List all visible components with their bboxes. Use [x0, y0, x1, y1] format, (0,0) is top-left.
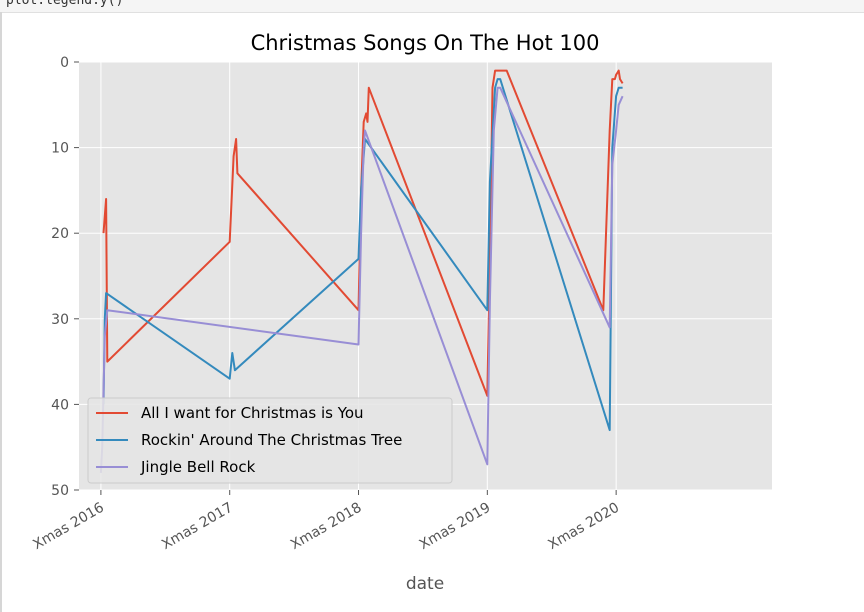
x-tick-label: Xmas 2016: [30, 500, 107, 553]
y-tick-label: 0: [60, 55, 69, 71]
series-line-3: [99, 86, 624, 473]
legend: All I want for Christmas is You Rockin' A…: [87, 397, 453, 484]
series-line-1: [102, 69, 624, 397]
y-tick-label: 40: [51, 397, 69, 413]
x-tick-label: Xmas 2017: [159, 500, 236, 553]
legend-label: Rockin' Around The Christmas Tree: [141, 431, 402, 449]
series-line-2: [102, 78, 623, 432]
notebook-cell-border: [0, 12, 2, 612]
x-axis: Xmas 2016 Xmas 2017 Xmas 2018 Xmas 2019 Xmas…: [30, 490, 622, 553]
code-fragment: plot.legend.y(): [6, 0, 124, 8]
x-tick-label: Xmas 2020: [546, 500, 623, 553]
y-tick-label: 10: [51, 141, 69, 157]
y-tick-label: 20: [51, 226, 69, 242]
series-lines: [99, 69, 624, 473]
chart-title: Christmas Songs On The Hot 100: [251, 31, 600, 55]
notebook-code-cell: plot.legend.y(): [0, 0, 864, 13]
x-axis-label: date: [406, 574, 444, 594]
x-tick-label: Xmas 2019: [417, 500, 494, 553]
legend-label: Jingle Bell Rock: [140, 458, 256, 476]
legend-label: All I want for Christmas is You: [141, 404, 364, 422]
y-axis: 0 10 20 30 40 50: [51, 55, 79, 499]
y-tick-label: 50: [51, 483, 69, 499]
y-tick-label: 30: [51, 312, 69, 328]
legend-box: [87, 397, 453, 484]
x-tick-label: Xmas 2018: [288, 500, 365, 553]
